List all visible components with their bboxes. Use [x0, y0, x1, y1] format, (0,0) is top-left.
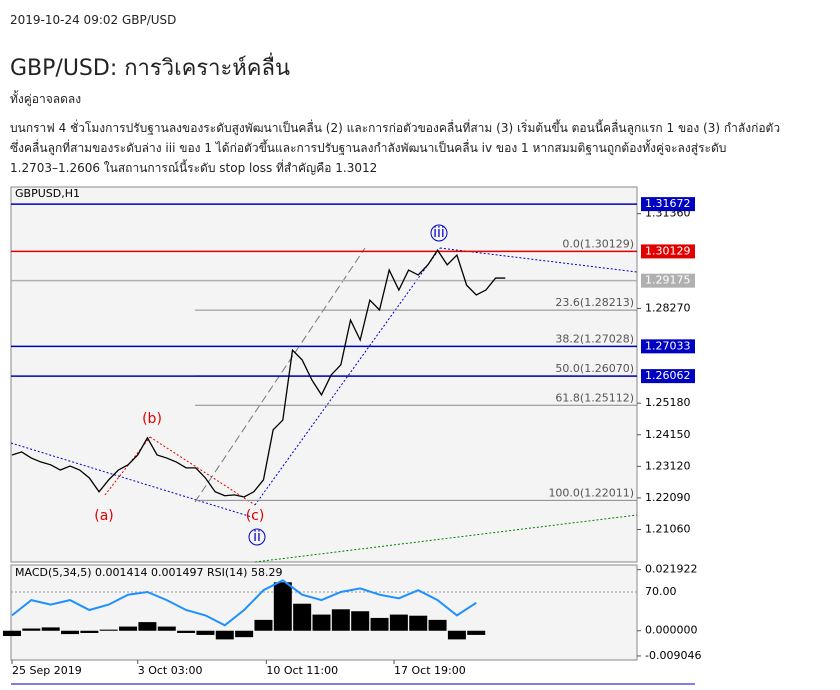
- x-tick-label: 3 Oct 03:00: [138, 664, 203, 677]
- y-tick-label: 1.24150: [645, 428, 691, 441]
- trend-line: [10, 442, 256, 519]
- level-label: 1.31672: [645, 197, 691, 210]
- macd-bar: [312, 614, 331, 631]
- macd-bar: [254, 619, 273, 631]
- macd-bar: [22, 628, 41, 631]
- channel-line: [194, 247, 366, 503]
- macd-bar: [409, 615, 428, 631]
- macd-bar: [467, 630, 486, 635]
- subtitle: ทั้งคู่อาจลดลง: [10, 92, 82, 106]
- body-line: บนกราฟ 4 ชั่วโมงการปรับฐานลงของระดับสูงพ…: [10, 121, 781, 135]
- y-tick-label: 1.21060: [645, 522, 691, 535]
- macd-bar: [177, 630, 196, 633]
- macd-bar: [41, 627, 60, 631]
- title: GBP/USD: การวิเคราะห์คลื่น: [10, 56, 291, 81]
- x-tick-label: 10 Oct 11:00: [266, 664, 338, 677]
- macd-bar: [196, 630, 215, 635]
- y-tick-label: 1.28270: [645, 301, 691, 314]
- macd-bar: [370, 617, 389, 631]
- wave-label: iii: [433, 225, 445, 241]
- macd-bar: [273, 582, 292, 631]
- wave-circle: [248, 528, 266, 546]
- x-tick-label: 25 Sep 2019: [12, 664, 82, 677]
- macd-bar: [157, 626, 176, 631]
- level-label: 1.30129: [645, 244, 691, 257]
- wave-label: (c): [246, 508, 265, 524]
- level-box: [641, 273, 695, 288]
- chart-title: GBPUSD,H1: [15, 187, 80, 200]
- wave-line: [149, 436, 256, 506]
- wave-label: (a): [94, 508, 114, 524]
- macd-bar: [80, 630, 99, 633]
- fibo-label: 50.0(1.26070): [555, 362, 634, 375]
- price-line: [11, 248, 506, 498]
- macd-bar: [3, 630, 21, 637]
- price-panel: [10, 186, 638, 563]
- indicator-panel: [10, 564, 638, 661]
- y-tick-label: 1.22090: [645, 491, 691, 504]
- date: 2019-10-24 09:02 GBP/USD: [10, 13, 177, 27]
- fibo-label: 61.8(1.25112): [555, 391, 634, 404]
- y-tick-label: 1.25180: [645, 396, 691, 409]
- y-tick-label: -0.009046: [645, 649, 701, 662]
- macd-bar: [61, 630, 80, 635]
- fibo-label: 23.6(1.28213): [555, 296, 634, 309]
- support-line: [254, 514, 638, 563]
- macd-bar: [235, 630, 254, 638]
- level-box: [641, 369, 695, 384]
- body-line: 1.2703–1.2606 ในสถานการณ์นี้ระดับ stop l…: [10, 161, 378, 175]
- macd-bar: [447, 630, 466, 640]
- indicator-title: MACD(5,34,5) 0.001414 0.001497 RSI(14) 5…: [15, 566, 282, 579]
- level-label: 1.27033: [645, 339, 691, 352]
- level-box: [641, 339, 695, 354]
- fibo-label: 38.2(1.27028): [555, 333, 634, 346]
- macd-bar: [138, 622, 157, 631]
- fibo-label: 0.0(1.30129): [562, 237, 634, 250]
- body-line: ซึ่งคลื่นลูกที่สามของระดับล่าง iii ของ 1…: [10, 141, 727, 155]
- level-label: 1.29175: [645, 274, 691, 287]
- fibo-label: 100.0(1.22011): [548, 486, 634, 499]
- wave-label: ii: [253, 529, 261, 545]
- level-label: 1.26062: [645, 369, 691, 382]
- rsi-tick-label: 70.00: [645, 585, 677, 598]
- wave-label: (b): [142, 411, 162, 427]
- macd-bar: [428, 619, 447, 631]
- macd-bar: [331, 609, 350, 631]
- level-box: [641, 244, 695, 259]
- macd-bar: [351, 611, 370, 631]
- y-tick-label: 0.021922: [645, 563, 698, 576]
- macd-bar: [119, 626, 138, 631]
- macd-bar: [99, 629, 118, 631]
- y-tick-label: 1.23120: [645, 459, 691, 472]
- macd-bar: [389, 614, 408, 631]
- y-tick-label: 0.000000: [645, 624, 698, 637]
- rsi-line: [11, 579, 477, 627]
- x-tick-label: 17 Oct 19:00: [394, 664, 466, 677]
- wave-circle: [430, 224, 448, 242]
- trend-line: [254, 247, 441, 506]
- level-box: [641, 197, 695, 212]
- macd-bar: [293, 603, 312, 631]
- macd-bar: [215, 630, 234, 640]
